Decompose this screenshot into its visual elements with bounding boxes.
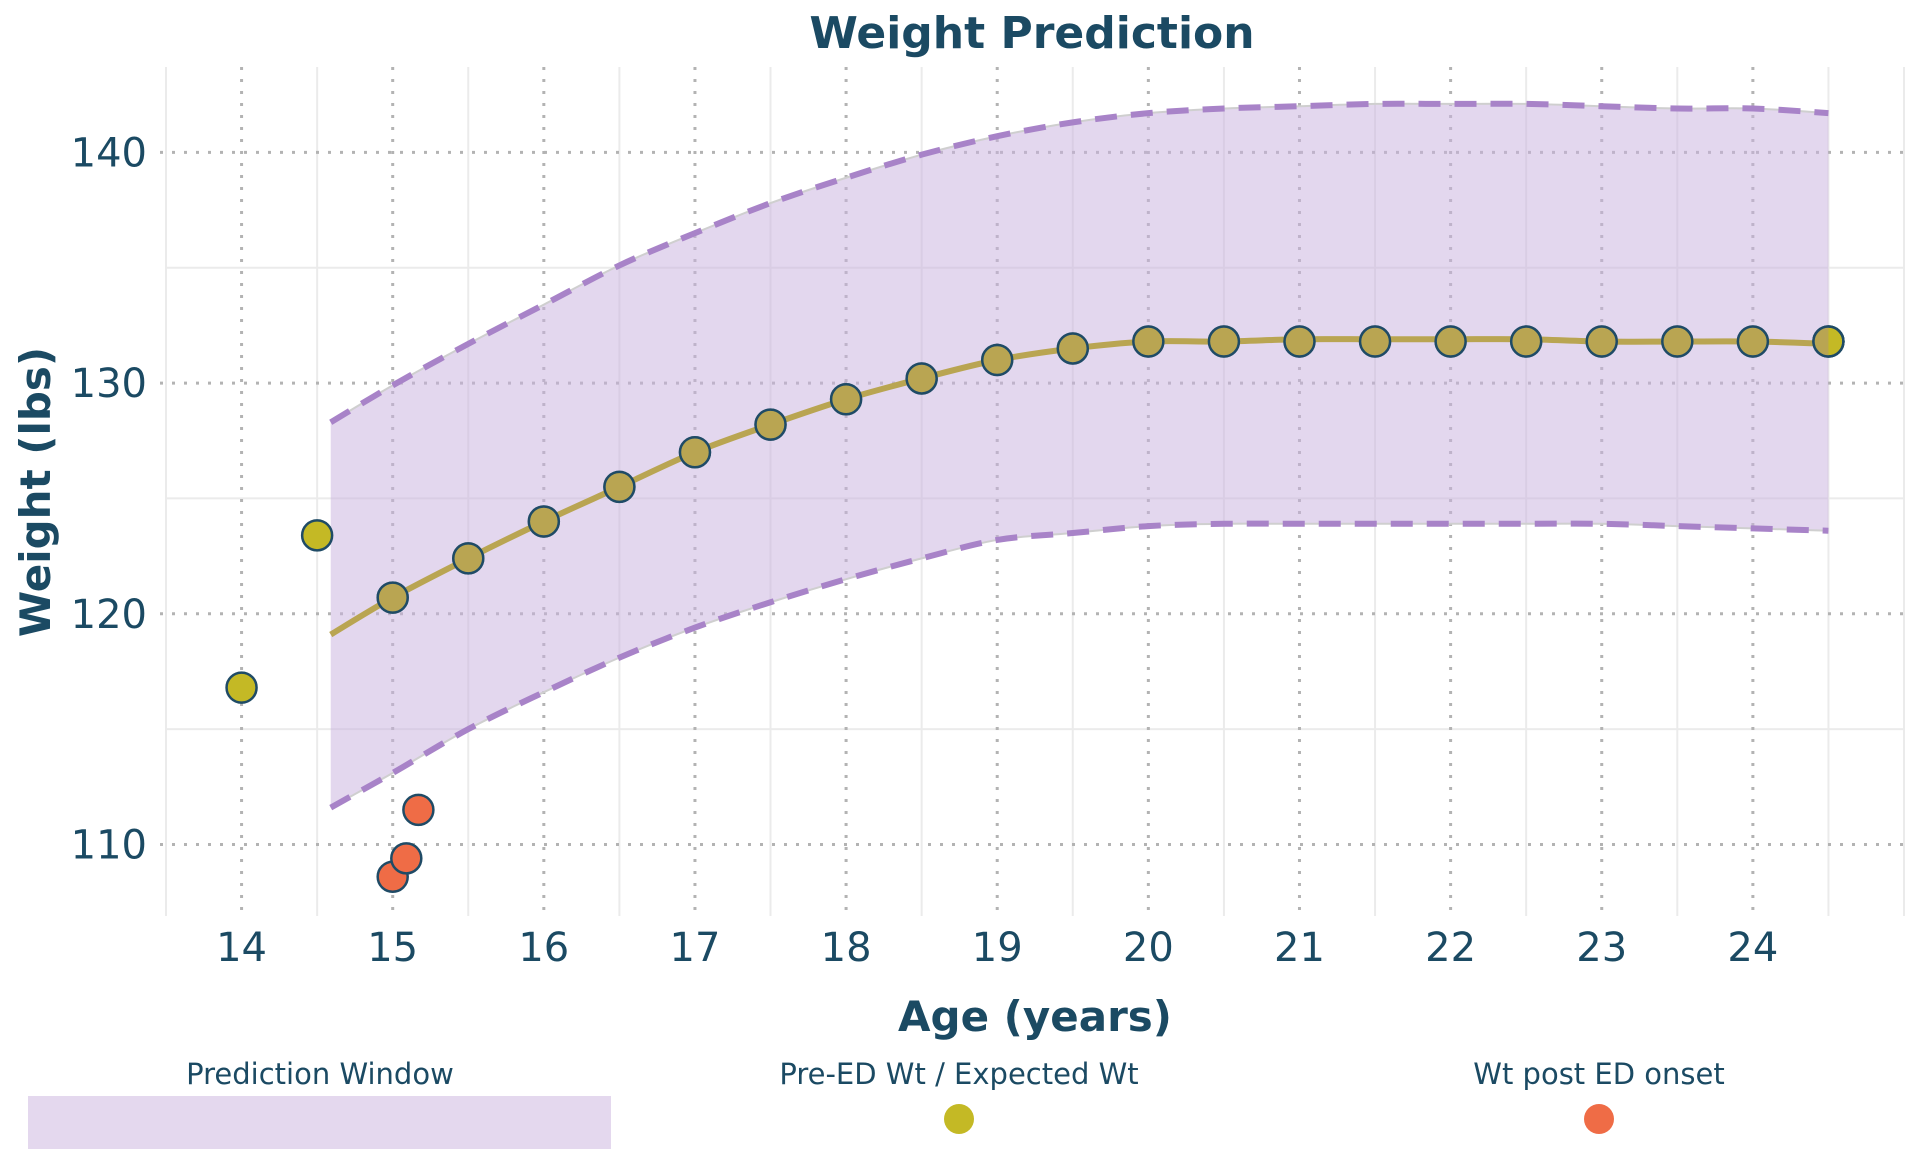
expected-weight-point [452,542,485,575]
expected-weight-point [1207,325,1241,358]
y-tick-label: 140 [71,130,147,176]
expected-weight-point [1358,325,1392,358]
y-tick-label: 130 [71,361,147,407]
expected-weight-point [678,436,712,469]
expected-weight-point [527,505,561,538]
y-axis-title: Weight (lbs) [11,347,60,637]
expected-weight-point [980,343,1014,377]
prediction-window-lower-bound [329,520,1829,811]
chart-title: Weight Prediction [809,8,1254,59]
pre-ed-weight-point [300,519,334,552]
x-tick-label: 14 [216,925,267,971]
x-tick-label: 18 [821,925,872,971]
expected-weight-point-band-overlap [1813,326,1829,357]
expected-weight-point [1132,325,1165,358]
y-tick-label: 110 [71,822,147,868]
expected-weight-point [1283,325,1316,358]
expected-weight-point-outline [1812,325,1845,358]
expected-weight-point [829,382,863,416]
post-ed-weight-point [390,842,423,875]
x-tick-label: 21 [1274,925,1325,971]
expected-weight-point [1585,325,1618,358]
expected-weight-point [603,470,636,504]
expected-weight-point [376,581,409,614]
legend-label-prediction-window: Prediction Window [186,1057,454,1091]
x-tick-label: 17 [670,925,721,971]
x-tick-label: 20 [1123,925,1174,971]
y-tick-label: 120 [71,592,147,638]
x-tick-label: 22 [1425,925,1476,971]
x-axis-title: Age (years) [898,992,1172,1041]
legend-label-post-ed: Wt post ED onset [1473,1057,1724,1091]
legend-swatch-pre-ed [944,1104,974,1134]
x-tick-label: 23 [1576,925,1627,971]
x-tick-label: 24 [1727,925,1778,971]
legend-swatch-prediction-window [28,1096,611,1149]
x-tick-label: 16 [518,925,569,971]
expected-weight-point [754,408,787,441]
pre-ed-weight-point [225,671,258,704]
expected-weight-point [1736,325,1770,358]
legend: Prediction Window Pre-ED Wt / Expected W… [28,1057,1725,1149]
expected-weight-point [1661,325,1694,358]
prediction-window-overlay [330,103,1829,808]
expected-weight-point [1434,325,1467,358]
expected-weight-point [905,362,938,395]
expected-weight-point [1509,325,1543,358]
x-tick-label: 19 [972,925,1023,971]
x-tick-labels: 14 15 16 17 18 19 20 21 22 23 24 [216,925,1778,971]
x-tick-label: 15 [367,925,418,971]
expected-weight-point [1056,332,1090,365]
prediction-window-upper-bound [329,100,1829,425]
y-tick-labels: 110 120 130 140 [71,130,147,868]
post-ed-weight-point [402,793,435,827]
data-points [225,325,1845,894]
legend-label-pre-ed: Pre-ED Wt / Expected Wt [779,1057,1138,1091]
legend-swatch-post-ed [1584,1104,1614,1134]
